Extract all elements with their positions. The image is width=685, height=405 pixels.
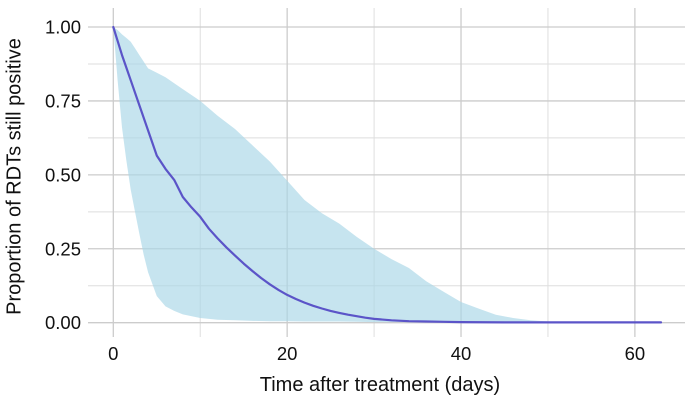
x-tick-label: 40	[451, 343, 472, 364]
y-tick-label: 0.00	[45, 312, 81, 333]
x-tick-label: 0	[108, 343, 118, 364]
y-tick-label: 0.25	[45, 238, 81, 259]
y-tick-label: 0.75	[45, 90, 81, 111]
x-tick-label: 60	[625, 343, 646, 364]
x-tick-label: 20	[277, 343, 298, 364]
y-axis-title: Proportion of RDTs still positive	[3, 38, 26, 315]
x-axis-title: Time after treatment (days)	[259, 374, 501, 396]
confidence-band	[113, 27, 609, 323]
y-tick-label: 1.00	[45, 17, 81, 38]
y-tick-label: 0.50	[45, 164, 81, 185]
median-line	[112, 25, 663, 324]
